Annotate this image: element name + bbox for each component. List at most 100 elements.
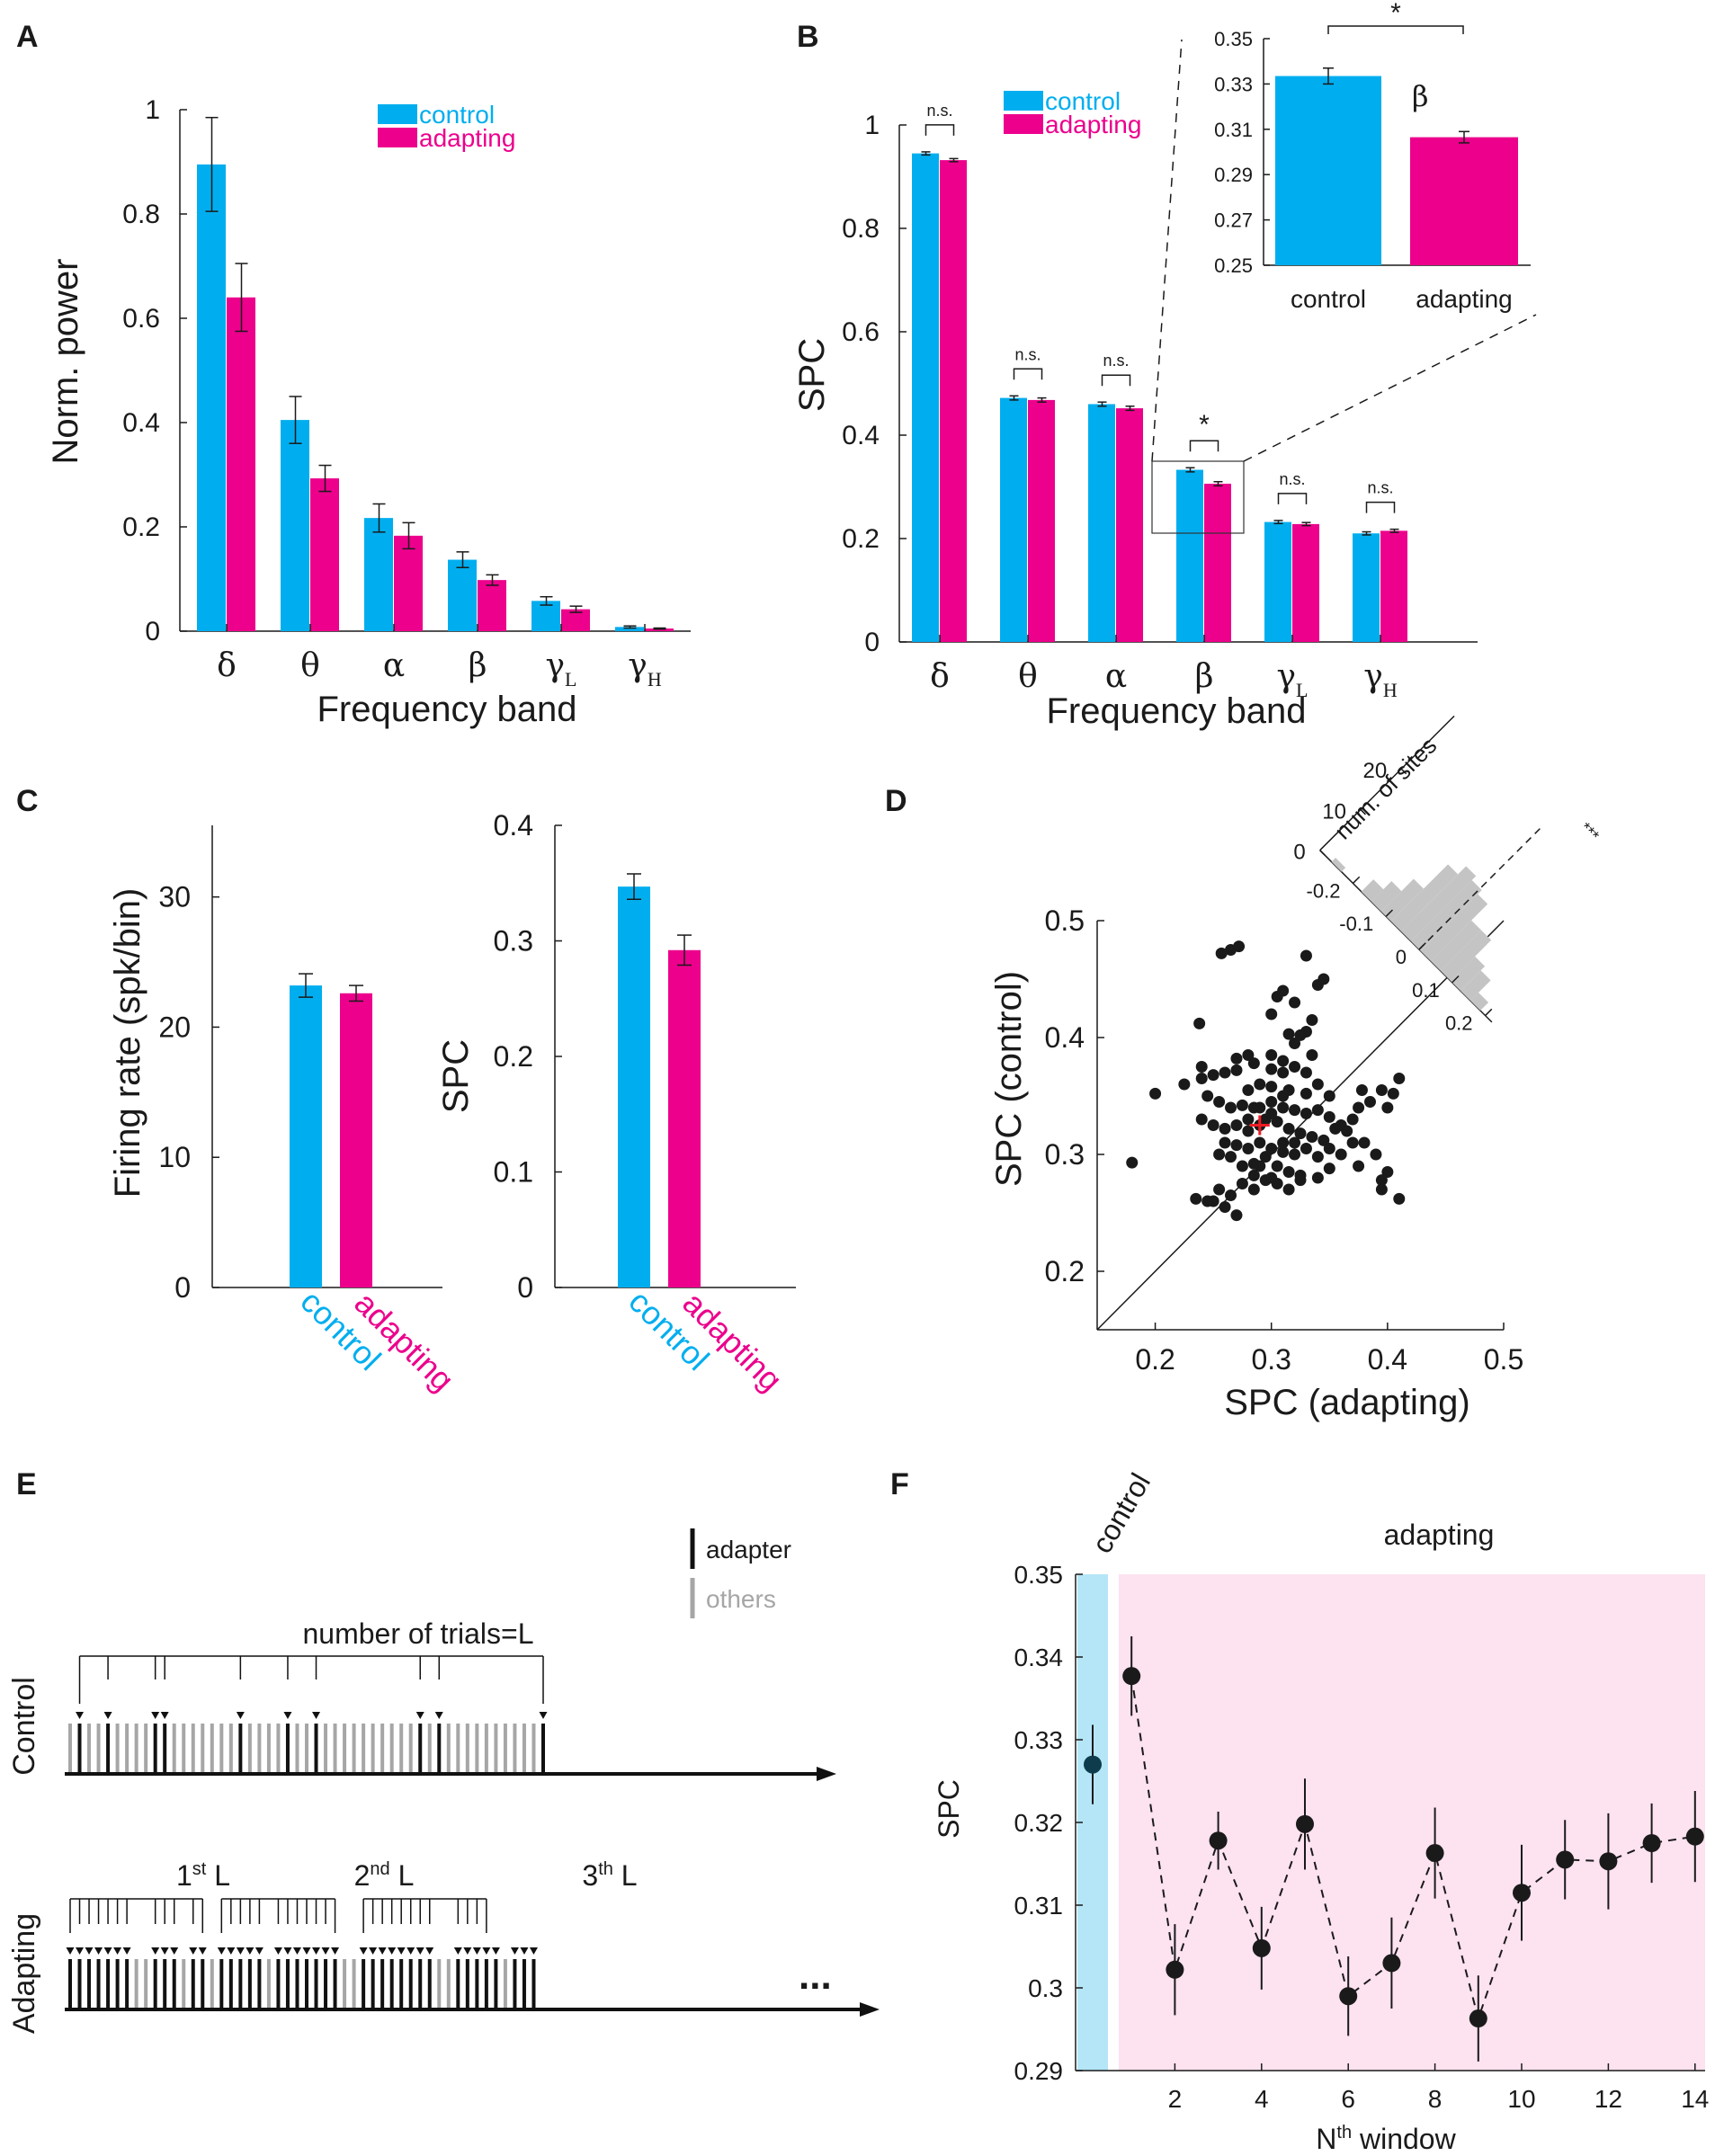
panel-d-hist-count-tick: [1319, 850, 1326, 856]
panel-d-point: [1195, 1073, 1208, 1084]
panel-b-bar-adapting-1: [1028, 399, 1055, 642]
panel-f-adapting-point: [1685, 1827, 1704, 1846]
panel-b-sig-label-2: n.s.: [1103, 352, 1129, 370]
panel-a-xtick-label-3: β: [469, 647, 487, 684]
panel-d-xtick-label: 0.3: [1251, 1343, 1291, 1376]
panel-d-hist-count-axis: [1319, 715, 1455, 851]
panel-d-point: [1282, 1183, 1295, 1196]
panel-b-sig-bracket-5: [1365, 501, 1396, 513]
panel-d-point: [1225, 1101, 1237, 1114]
adapting-row-adapter-marker: [255, 1947, 264, 1955]
panel-d-point: [1190, 1192, 1202, 1205]
panel-d-point: [1215, 947, 1228, 959]
panel-d-point: [1311, 1172, 1324, 1184]
panel-b-inset-band: β: [1412, 79, 1429, 113]
adapting-row-adapter-marker: [103, 1947, 112, 1955]
adapting-row-adapter-marker: [236, 1947, 245, 1955]
panel-d-point: [1370, 1148, 1382, 1161]
panel-b-bar-control-2: [1088, 404, 1115, 642]
panel-d-point: [1363, 1096, 1376, 1108]
panel-d-point: [1225, 1151, 1237, 1163]
panel-d-point: [1306, 1131, 1318, 1143]
panel-a: 00.20.40.60.81δ θ α β γL γH control adapting …: [46, 95, 691, 729]
adapting-row-adapter-marker: [76, 1947, 85, 1955]
panel-d-hist-bar: [1440, 930, 1492, 981]
panel-d-point: [1306, 1014, 1318, 1026]
panel-c-firing-ytick-label: 10: [158, 1141, 191, 1173]
adapting-row-adapter-marker: [415, 1947, 424, 1955]
panel-a-xtick-label-1: θ: [300, 647, 320, 684]
panel-d-hist-diff-tick: [1352, 876, 1361, 884]
panel-d-point: [1375, 1174, 1388, 1187]
panel-b-ytick-label: 0: [864, 628, 880, 657]
panel-d-point: [1236, 1178, 1248, 1189]
panel-f-ytick-label: 0.35: [1014, 1561, 1064, 1589]
panel-a-bar-adapting-2: [394, 535, 423, 631]
panel-d-hist-count-tick-label: 0: [1293, 841, 1305, 865]
adapting-row-adapter-marker: [217, 1947, 226, 1955]
panel-d-point: [1300, 1143, 1312, 1154]
panel-f-ylabel: SPC: [933, 1779, 965, 1839]
control-row-adapter-marker: [160, 1712, 169, 1719]
panel-d-point: [1335, 1148, 1347, 1161]
panel-d-point: [1346, 1136, 1359, 1149]
panel-b-xtick-label-5: γH: [1363, 658, 1398, 701]
control-row-adapter-marker: [283, 1712, 292, 1719]
control-row-adapter-marker: [151, 1712, 160, 1719]
panel-d-point: [1233, 940, 1246, 953]
control-row-adapter-marker: [236, 1712, 245, 1719]
panel-b-sig-bracket-0: [924, 124, 955, 136]
legend-others-label: others: [706, 1585, 776, 1613]
panel-b-ytick-label: 0.6: [842, 317, 880, 347]
panel-d-point: [1375, 1183, 1388, 1196]
adapting-row-adapter-marker: [85, 1947, 94, 1955]
window-label-1: 1st L: [176, 1859, 230, 1892]
panel-d-hist-bar: [1390, 864, 1459, 931]
window-label-1-num: 1: [176, 1859, 192, 1892]
panel-letter-f: F: [890, 1467, 909, 1501]
panel-d-point: [1247, 1183, 1260, 1196]
panel-d-point: [1289, 1061, 1301, 1073]
panel-b-inset-ytick-label: 0.25: [1214, 254, 1253, 277]
panel-b-inset-xtick-label: control: [1291, 285, 1366, 313]
adapting-row-adapter-marker: [189, 1947, 198, 1955]
panel-a-xtick-label-4: γL: [546, 647, 577, 690]
panel-f-control-label: control: [1085, 1467, 1157, 1558]
panel-d-hist-diff-tick-label: 0: [1396, 946, 1407, 968]
panel-d-point: [1271, 1116, 1283, 1128]
panel-d-ytick-label: 0.4: [1045, 1021, 1085, 1054]
panel-d-point: [1207, 1069, 1219, 1082]
panel-a-ylabel: Norm. power: [46, 259, 85, 465]
panel-d-point: [1247, 1057, 1260, 1070]
panel-a-bar-adapting-5: [645, 628, 674, 631]
panel-b-plot: 0 0.2 0.4 0.6 0.8 1 δ n.s. θ n.s. α n.s. β * γL n.s. γH n…: [842, 91, 1478, 701]
panel-a-xtick-label-5: γH: [628, 647, 662, 690]
panel-d-point: [1193, 1017, 1206, 1029]
panel-d-hist-count-tick: [1360, 808, 1366, 815]
control-row-label: Control: [7, 1677, 41, 1776]
panel-c-firing-ytick-label: 0: [174, 1271, 191, 1304]
panel-d-point: [1393, 1073, 1406, 1084]
panel-d-point: [1346, 1113, 1359, 1126]
panel-d-point: [1323, 1143, 1335, 1154]
panel-a-bar-adapting-1: [310, 478, 339, 631]
panel-d-hist-diff-tick-label: -0.1: [1339, 913, 1373, 935]
panel-d-ytick-label: 0.3: [1045, 1138, 1085, 1171]
panel-d-point: [1219, 1201, 1231, 1213]
panel-b-xtick-label-3: β: [1195, 658, 1214, 695]
panel-f-xtick-label: 8: [1428, 2085, 1443, 2113]
adapting-band: [1119, 1574, 1705, 2071]
panel-d-point: [1294, 1174, 1307, 1187]
panel-b-zoom-box: [1151, 460, 1245, 534]
panel-d-point: [1219, 1136, 1231, 1149]
panel-a-ytick-label: 0.2: [122, 512, 160, 542]
adapting-row-adapter-marker: [198, 1947, 207, 1955]
panel-d-point: [1265, 1063, 1278, 1075]
panel-b-bar-adapting-2: [1116, 408, 1143, 642]
window-label-3-suffix: L: [613, 1859, 638, 1892]
panel-d-hist-diff-tick: [1451, 975, 1460, 984]
panel-b-ylabel: SPC: [792, 338, 832, 412]
panel-d-point: [1271, 1160, 1283, 1172]
panel-d-point: [1277, 984, 1290, 997]
panel-d-hist-bar: [1410, 879, 1482, 951]
